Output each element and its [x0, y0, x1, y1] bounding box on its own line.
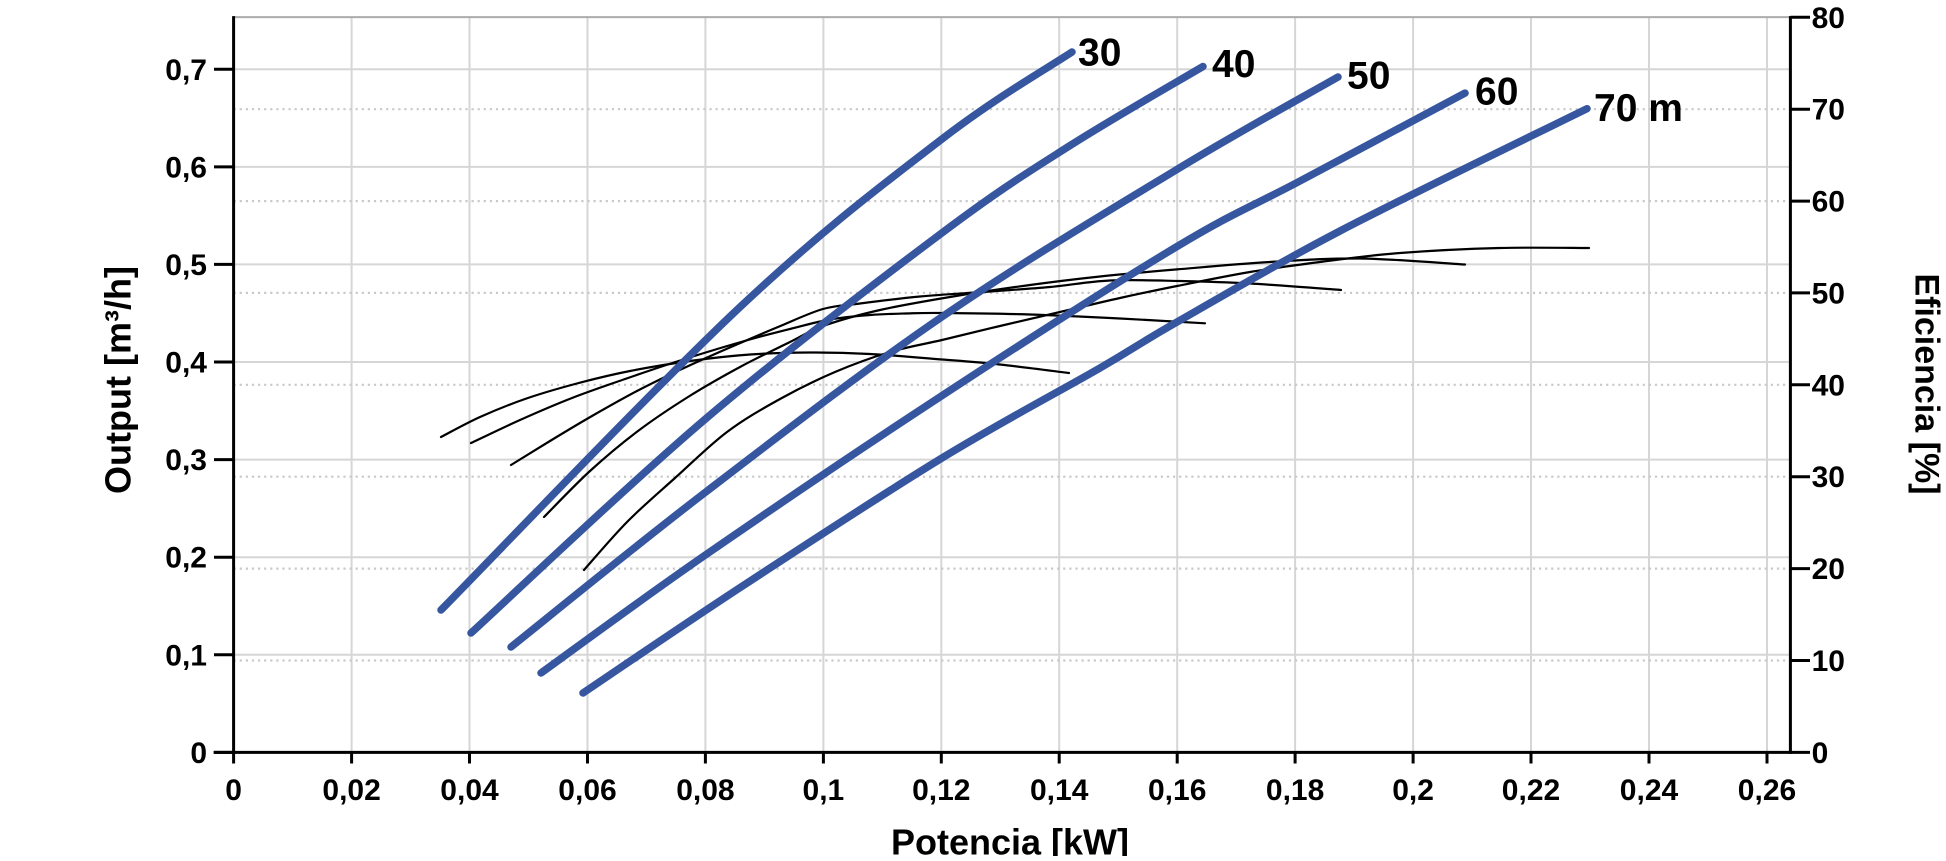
- svg-text:0,1: 0,1: [803, 774, 845, 807]
- svg-text:0,4: 0,4: [165, 347, 207, 380]
- svg-text:30: 30: [1812, 461, 1845, 494]
- svg-text:0,18: 0,18: [1266, 774, 1324, 807]
- svg-text:0,2: 0,2: [1392, 774, 1434, 807]
- svg-text:0,6: 0,6: [165, 151, 207, 184]
- svg-text:0,1: 0,1: [165, 639, 207, 672]
- svg-text:30: 30: [1078, 31, 1121, 74]
- svg-text:0,04: 0,04: [440, 774, 499, 807]
- svg-text:Eficiencia [%]: Eficiencia [%]: [1908, 273, 1946, 494]
- svg-text:40: 40: [1812, 369, 1845, 402]
- svg-text:0,26: 0,26: [1738, 774, 1796, 807]
- svg-text:Potencia [kW]: Potencia [kW]: [891, 822, 1129, 857]
- svg-text:0: 0: [1812, 737, 1829, 770]
- svg-text:60: 60: [1475, 71, 1518, 114]
- svg-text:10: 10: [1812, 645, 1845, 678]
- svg-text:80: 80: [1812, 2, 1845, 35]
- svg-text:0,22: 0,22: [1502, 774, 1560, 807]
- svg-text:0,2: 0,2: [165, 542, 207, 575]
- svg-text:0,24: 0,24: [1620, 774, 1679, 807]
- svg-text:0: 0: [190, 737, 207, 770]
- svg-text:70: 70: [1812, 94, 1845, 127]
- svg-text:60: 60: [1812, 186, 1845, 219]
- svg-text:20: 20: [1812, 553, 1845, 586]
- svg-text:0,08: 0,08: [676, 774, 734, 807]
- svg-text:70 m: 70 m: [1594, 87, 1683, 130]
- svg-text:40: 40: [1212, 43, 1255, 86]
- svg-text:50: 50: [1812, 277, 1845, 310]
- svg-text:0,06: 0,06: [558, 774, 616, 807]
- svg-text:50: 50: [1347, 54, 1390, 97]
- svg-text:0,7: 0,7: [165, 54, 207, 87]
- svg-text:0,12: 0,12: [912, 774, 970, 807]
- svg-text:0,3: 0,3: [165, 444, 207, 477]
- svg-text:0: 0: [225, 774, 242, 807]
- svg-text:0,14: 0,14: [1030, 774, 1089, 807]
- svg-text:0,5: 0,5: [165, 249, 207, 282]
- svg-text:0,16: 0,16: [1148, 774, 1206, 807]
- svg-text:Output [m³/h]: Output [m³/h]: [98, 266, 139, 494]
- svg-text:0,02: 0,02: [322, 774, 380, 807]
